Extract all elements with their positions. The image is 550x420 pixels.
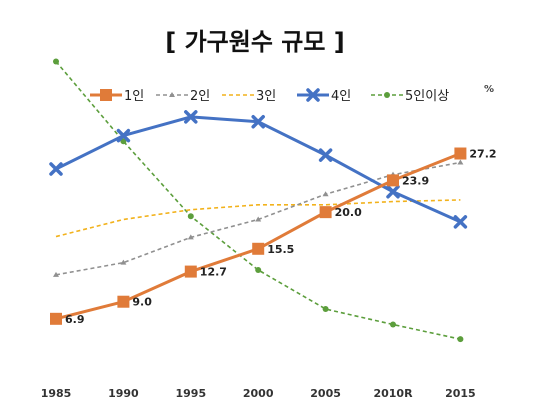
data-label: 27.2 [469,148,496,161]
x-tick-label: 1985 [41,387,72,400]
chart-title: [ 가구원수 규모 ] [165,28,344,56]
x-tick-label: 2015 [445,387,476,400]
x-tick-label: 1990 [108,387,139,400]
data-label: 20.0 [335,206,362,219]
series-3 [55,199,461,238]
data-point [322,191,329,197]
data-point [387,174,399,187]
legend-label: 3인 [256,89,276,104]
legend-item: 3인 [222,89,276,104]
data-point [120,138,127,145]
data-label: 12.7 [200,266,227,279]
legend-item: 5인이상 [371,89,449,104]
legend: 1인 2인 3인 4인 5인이상 [90,88,449,104]
data-point [384,92,390,98]
data-point [100,89,112,101]
data-point [319,206,332,219]
data-point [184,265,197,278]
data-point [49,162,63,176]
series-4 [49,110,468,229]
data-point [255,216,262,222]
unit-label: % [484,84,494,95]
data-point [453,215,468,229]
data-label: 9.0 [132,296,152,309]
series-line [55,152,461,321]
data-label: 15.5 [267,243,294,256]
data-point [187,213,194,220]
plot-area [49,58,468,343]
series-5 [53,58,464,343]
data-point [117,295,130,308]
data-point [318,148,333,162]
data-point [53,58,59,65]
data-point [251,115,265,129]
legend-item: 2인 [156,89,210,104]
data-labels: 6.9 9.0 12.7 15.5 20.0 23.9 27.2 [65,148,497,326]
data-point [169,92,175,97]
legend-label: 4인 [331,89,351,104]
x-tick-label: 1995 [175,387,206,400]
data-point [53,271,59,277]
x-tick-label: 2000 [243,387,274,400]
x-axis-ticks: 1985 1990 1995 2000 2005 2010R 2015 [41,387,476,400]
series-line [55,199,461,238]
data-point [120,259,127,265]
legend-item: 1인 [90,89,144,104]
data-point [50,312,62,325]
x-tick-label: 2005 [310,387,341,400]
data-point [457,336,464,343]
data-label: 6.9 [65,313,85,326]
data-point [306,88,320,102]
data-point [252,242,265,255]
data-point [116,128,131,143]
data-label: 23.9 [402,174,429,187]
data-point [184,110,198,124]
legend-label: 5인이상 [405,89,449,104]
series-1 [50,147,467,325]
legend-label: 1인 [124,89,144,104]
data-point [386,185,400,199]
data-point [457,159,464,165]
data-point [454,147,467,160]
data-point [390,321,396,328]
legend-label: 2인 [190,89,210,104]
data-point [187,234,194,240]
data-point [322,306,329,313]
data-point [255,266,262,273]
legend-item: 4인 [297,88,351,104]
x-tick-label: 2010R [373,387,413,400]
